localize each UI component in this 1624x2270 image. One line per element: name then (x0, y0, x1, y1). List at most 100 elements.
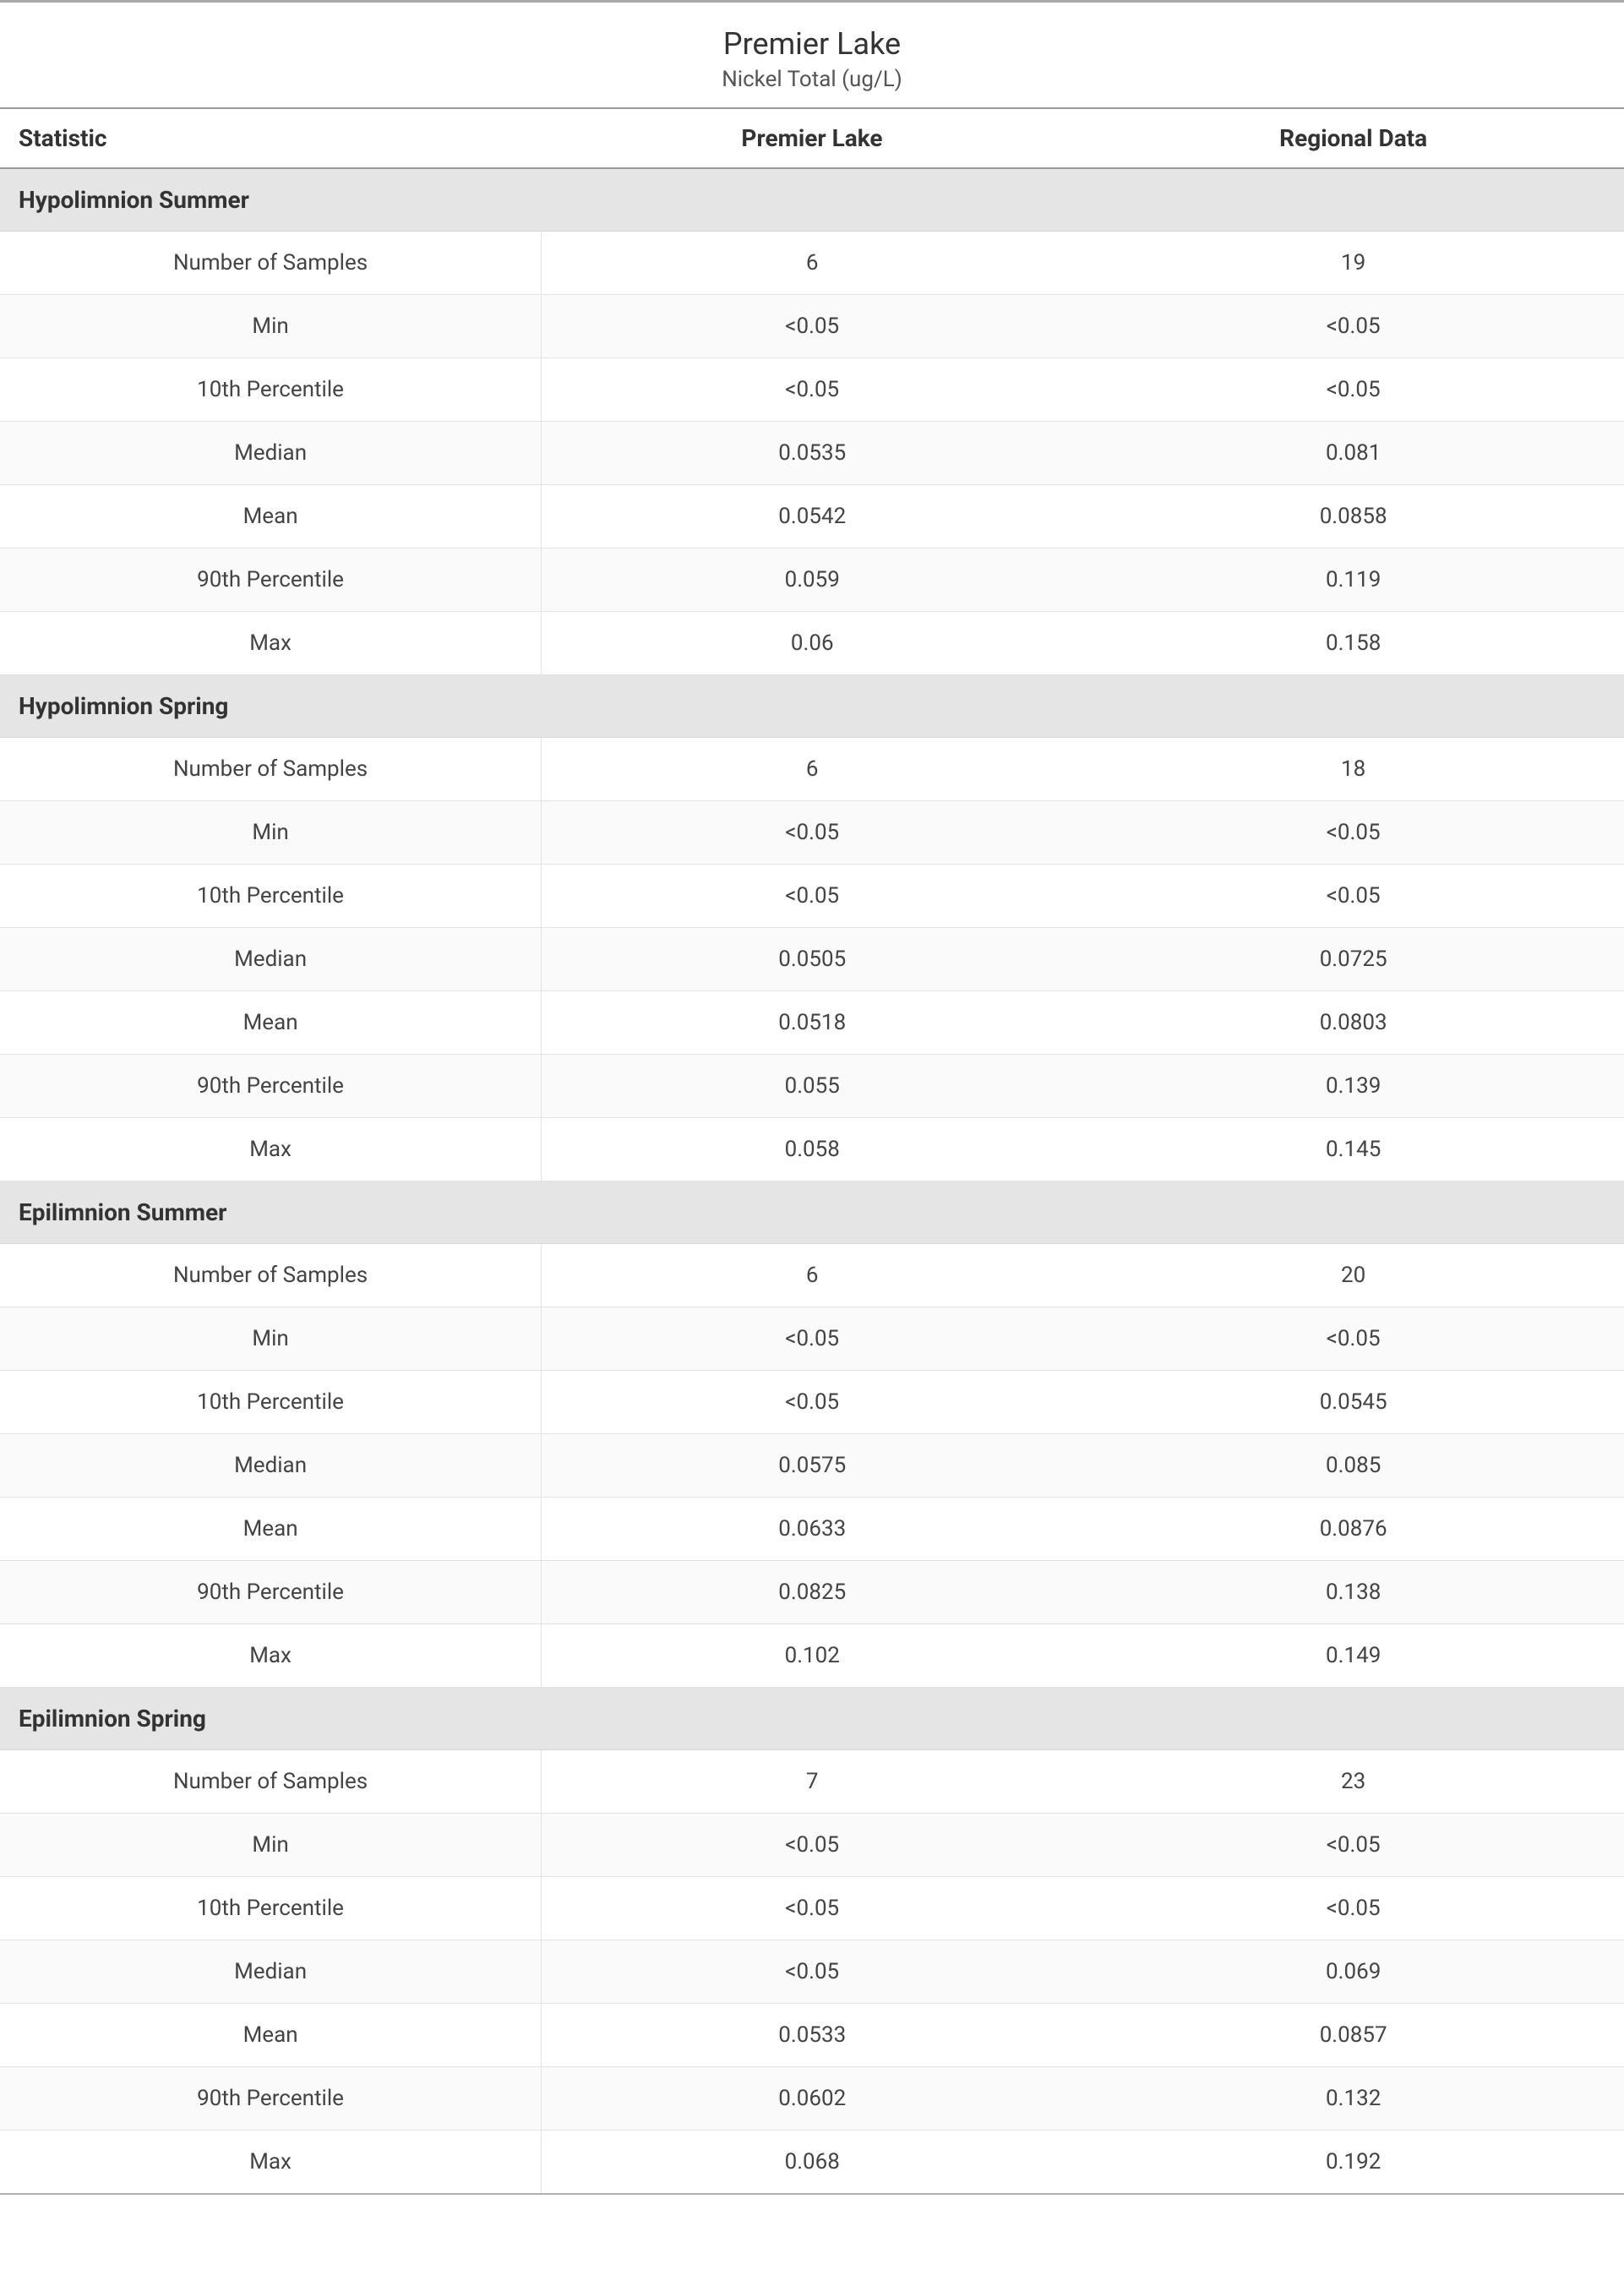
value-site: 0.102 (542, 1624, 1083, 1688)
value-site: 7 (542, 1750, 1083, 1814)
value-regional: 0.081 (1082, 422, 1624, 485)
stat-label: Mean (0, 1498, 542, 1561)
value-regional: 0.192 (1082, 2131, 1624, 2195)
table-row: 10th Percentile<0.05<0.05 (0, 865, 1624, 928)
value-site: 6 (542, 1244, 1083, 1307)
table-row: Min<0.05<0.05 (0, 1307, 1624, 1371)
table-row: Median0.05350.081 (0, 422, 1624, 485)
stat-label: 90th Percentile (0, 1055, 542, 1118)
table-row: 90th Percentile0.06020.132 (0, 2067, 1624, 2131)
table-row: Number of Samples618 (0, 738, 1624, 801)
table-row: Min<0.05<0.05 (0, 801, 1624, 865)
stat-label: Number of Samples (0, 1750, 542, 1814)
value-site: <0.05 (542, 295, 1083, 358)
value-site: 0.0505 (542, 928, 1083, 991)
value-site: 0.058 (542, 1118, 1083, 1181)
table-row: Mean0.05180.0803 (0, 991, 1624, 1055)
column-header-row: Statistic Premier Lake Regional Data (0, 108, 1624, 168)
stat-label: Min (0, 295, 542, 358)
section-header-row: Hypolimnion Spring (0, 675, 1624, 738)
value-site: 0.059 (542, 548, 1083, 612)
value-regional: 0.0545 (1082, 1371, 1624, 1434)
stats-table: Statistic Premier Lake Regional Data Hyp… (0, 107, 1624, 2195)
stat-label: Min (0, 1307, 542, 1371)
table-row: Number of Samples620 (0, 1244, 1624, 1307)
table-row: Max0.1020.149 (0, 1624, 1624, 1688)
section-header: Epilimnion Spring (0, 1688, 1624, 1750)
table-body: Hypolimnion SummerNumber of Samples619Mi… (0, 168, 1624, 2194)
value-regional: 0.0876 (1082, 1498, 1624, 1561)
value-site: 0.0575 (542, 1434, 1083, 1498)
value-site: <0.05 (542, 1307, 1083, 1371)
stat-label: Min (0, 801, 542, 865)
table-row: 10th Percentile<0.05<0.05 (0, 358, 1624, 422)
section-header-row: Hypolimnion Summer (0, 168, 1624, 232)
value-regional: 0.149 (1082, 1624, 1624, 1688)
value-regional: 20 (1082, 1244, 1624, 1307)
value-site: 0.0535 (542, 422, 1083, 485)
table-row: 90th Percentile0.0550.139 (0, 1055, 1624, 1118)
value-site: 6 (542, 232, 1083, 295)
stat-label: 90th Percentile (0, 548, 542, 612)
report-container: Premier Lake Nickel Total (ug/L) Statist… (0, 0, 1624, 2195)
value-site: <0.05 (542, 801, 1083, 865)
table-row: Max0.0680.192 (0, 2131, 1624, 2195)
value-regional: 0.145 (1082, 1118, 1624, 1181)
stat-label: Number of Samples (0, 738, 542, 801)
value-site: <0.05 (542, 1371, 1083, 1434)
value-regional: 0.119 (1082, 548, 1624, 612)
stat-label: Min (0, 1814, 542, 1877)
value-site: 0.0825 (542, 1561, 1083, 1624)
col-header-site: Premier Lake (542, 108, 1083, 168)
stat-label: Max (0, 1118, 542, 1181)
value-regional: 23 (1082, 1750, 1624, 1814)
value-site: 0.068 (542, 2131, 1083, 2195)
value-site: <0.05 (542, 358, 1083, 422)
table-row: Mean0.05420.0858 (0, 485, 1624, 548)
stat-label: Max (0, 612, 542, 675)
stat-label: 90th Percentile (0, 2067, 542, 2131)
table-row: Number of Samples723 (0, 1750, 1624, 1814)
value-regional: 19 (1082, 232, 1624, 295)
value-regional: <0.05 (1082, 358, 1624, 422)
stat-label: 10th Percentile (0, 1877, 542, 1940)
value-regional: 0.132 (1082, 2067, 1624, 2131)
value-regional: 18 (1082, 738, 1624, 801)
col-header-statistic: Statistic (0, 108, 542, 168)
value-site: 0.0518 (542, 991, 1083, 1055)
value-regional: 0.0725 (1082, 928, 1624, 991)
table-row: Min<0.05<0.05 (0, 1814, 1624, 1877)
stat-label: Number of Samples (0, 1244, 542, 1307)
value-site: <0.05 (542, 1877, 1083, 1940)
value-regional: 0.139 (1082, 1055, 1624, 1118)
value-regional: 0.138 (1082, 1561, 1624, 1624)
page-subtitle: Nickel Total (ug/L) (0, 67, 1624, 92)
stat-label: Number of Samples (0, 232, 542, 295)
value-regional: <0.05 (1082, 801, 1624, 865)
value-site: 6 (542, 738, 1083, 801)
table-row: 10th Percentile<0.050.0545 (0, 1371, 1624, 1434)
stat-label: Median (0, 1434, 542, 1498)
table-row: Max0.060.158 (0, 612, 1624, 675)
value-regional: <0.05 (1082, 1877, 1624, 1940)
stat-label: 90th Percentile (0, 1561, 542, 1624)
stat-label: Mean (0, 2004, 542, 2067)
stat-label: Mean (0, 991, 542, 1055)
stat-label: Max (0, 2131, 542, 2195)
section-header-row: Epilimnion Summer (0, 1181, 1624, 1244)
col-header-regional: Regional Data (1082, 108, 1624, 168)
table-row: 90th Percentile0.08250.138 (0, 1561, 1624, 1624)
value-regional: 0.085 (1082, 1434, 1624, 1498)
value-site: <0.05 (542, 865, 1083, 928)
value-site: 0.055 (542, 1055, 1083, 1118)
value-site: <0.05 (542, 1940, 1083, 2004)
table-row: Mean0.06330.0876 (0, 1498, 1624, 1561)
table-row: Mean0.05330.0857 (0, 2004, 1624, 2067)
table-row: Max0.0580.145 (0, 1118, 1624, 1181)
section-header: Hypolimnion Spring (0, 675, 1624, 738)
stat-label: Max (0, 1624, 542, 1688)
table-row: Min<0.05<0.05 (0, 295, 1624, 358)
stat-label: Median (0, 422, 542, 485)
stat-label: 10th Percentile (0, 865, 542, 928)
value-regional: <0.05 (1082, 865, 1624, 928)
